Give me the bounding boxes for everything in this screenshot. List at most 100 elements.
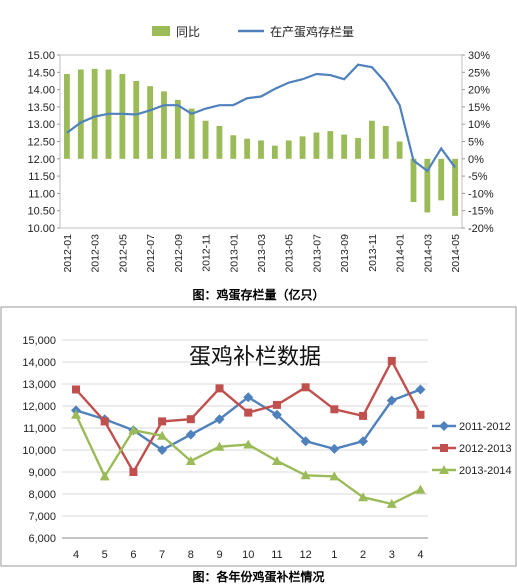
x-tick-label: 2013-11 [367,234,379,272]
bar-yoy [341,134,348,159]
y-right-tick-label: 15% [468,102,490,114]
x-tick-label: 2012-11 [201,234,213,272]
x-tick-label: 2012-05 [117,234,129,273]
point-2011-2012 [415,384,426,395]
point-2012-2013 [100,417,109,426]
point-2011-2012 [157,445,168,455]
point-2012-2013 [244,408,253,417]
x-tick-label: 2014-01 [395,234,407,273]
x-tick-label: 1 [331,549,337,561]
y-tick-label: 13,000 [22,379,56,391]
x-tick-label: 2013-07 [311,234,323,273]
bar-yoy [216,125,223,159]
bar-yoy [313,132,320,159]
y-tick-label: 7,000 [28,511,56,523]
point-2011-2012 [214,414,225,425]
point-2011-2012 [271,409,282,420]
x-tick-label: 2012-09 [173,234,185,273]
point-2012-2013 [387,356,396,365]
point-2013-2014 [128,425,139,435]
point-2011-2012 [358,436,369,447]
legend-swatch-yoy [152,26,170,36]
y-tick-label: 10,000 [22,445,56,457]
point-2013-2014 [157,430,168,440]
y-left-tick-label: 11.00 [28,188,55,200]
bar-yoy [285,140,292,159]
point-2012-2013 [186,415,195,424]
y-right-tick-label: 25% [468,67,490,79]
y-right-tick-label: 20% [468,85,490,97]
point-2013-2014 [214,441,225,451]
bar-yoy [77,69,84,159]
point-2013-2014 [358,492,369,502]
x-tick-label: 2013-03 [256,234,268,273]
y-left-tick-label: 10.50 [27,206,55,218]
y-right-tick-label: 0% [468,154,484,166]
point-2013-2014 [271,456,282,465]
x-tick-label: 8 [188,549,194,561]
y-left-tick-label: 12.00 [27,154,55,166]
x-tick-label: 2012-07 [145,234,157,273]
y-right-tick-label: 10% [468,119,490,131]
point-2012-2013 [272,400,281,409]
bar-yoy [133,80,140,159]
x-tick-label: 6 [130,549,136,561]
y-right-tick-label: 30% [468,50,490,62]
bar-yoy [396,141,403,159]
y-tick-label: 9,000 [28,467,56,479]
inventory-chart-svg: 10.00 10.50 11.00 11.50 12.00 12.50 13.00 13.50… [27,24,494,273]
bar-yoy [147,86,154,159]
x-tick-label: 2013-05 [284,234,296,273]
bar-yoy [91,68,98,159]
point-2012-2013 [416,410,425,419]
legend-label-2011-2012: 2011-2012 [459,421,511,433]
y-left-tick-label: 14.50 [27,67,55,79]
replenishment-chart-caption: 图：各年份鸡蛋补栏情况 [192,570,325,584]
legend-label-2012-2013: 2012-2013 [459,443,512,455]
bar-yoy [355,138,361,159]
bar-yoy [230,135,237,159]
y-right-tick-label: 5% [468,137,484,149]
bar-yoy [410,158,417,203]
point-2012-2013 [72,385,80,394]
legend-marker-2012-2013 [440,444,448,452]
point-2011-2012 [185,429,196,440]
x-tick-label: 11 [271,549,282,561]
bar-yoy [244,138,251,159]
y-tick-label: 6,000 [28,533,56,545]
legend-label-2013-2014: 2013-2014 [459,465,512,477]
x-tick-label: 2014-03 [422,234,434,273]
y-left-tick-label: 15.00 [27,50,55,62]
point-2013-2014 [329,471,340,481]
point-2013-2014 [185,456,196,465]
point-2011-2012 [386,395,397,406]
y-tick-label: 12,000 [22,401,56,413]
y-right-tick-label: -10% [468,188,494,200]
inventory-chart-caption: 图：鸡蛋存栏量（亿只） [192,288,325,302]
y-tick-label: 15,000 [22,335,56,347]
y-right-tick-label: -15% [468,206,494,218]
bar-yoy [188,108,195,159]
x-tick-label: 2012-01 [62,234,74,273]
bar-yoy [299,136,306,159]
y-tick-label: 11,000 [23,423,56,435]
point-2012-2013 [158,417,167,426]
y-left-tick-label: 13.50 [27,102,55,114]
chart-title: 蛋鸡补栏数据 [189,344,321,369]
legend-marker-2011-2012 [439,421,449,431]
replenishment-chart-svg: 6,0007,0008,0009,00010,00011,00012,00013… [0,306,517,567]
x-tick-label: 2014-05 [450,234,462,273]
legend-label-inventory: 在产蛋鸡存栏量 [270,24,354,39]
x-tick-label: 10 [242,549,254,561]
bar-yoy [64,74,70,159]
x-tick-label: 7 [159,549,165,561]
y-left-tick-label: 14.00 [27,85,55,97]
x-tick-label: 4 [417,549,423,561]
bar-yoy [424,158,431,213]
x-tick-label: 5 [102,549,108,561]
inventory-chart: 10.00 10.50 11.00 11.50 12.00 12.50 13.00 13.50… [27,24,494,273]
point-2012-2013 [301,383,310,392]
point-2013-2014 [99,471,110,481]
x-tick-label: 12 [300,549,312,561]
point-2012-2013 [129,468,138,476]
